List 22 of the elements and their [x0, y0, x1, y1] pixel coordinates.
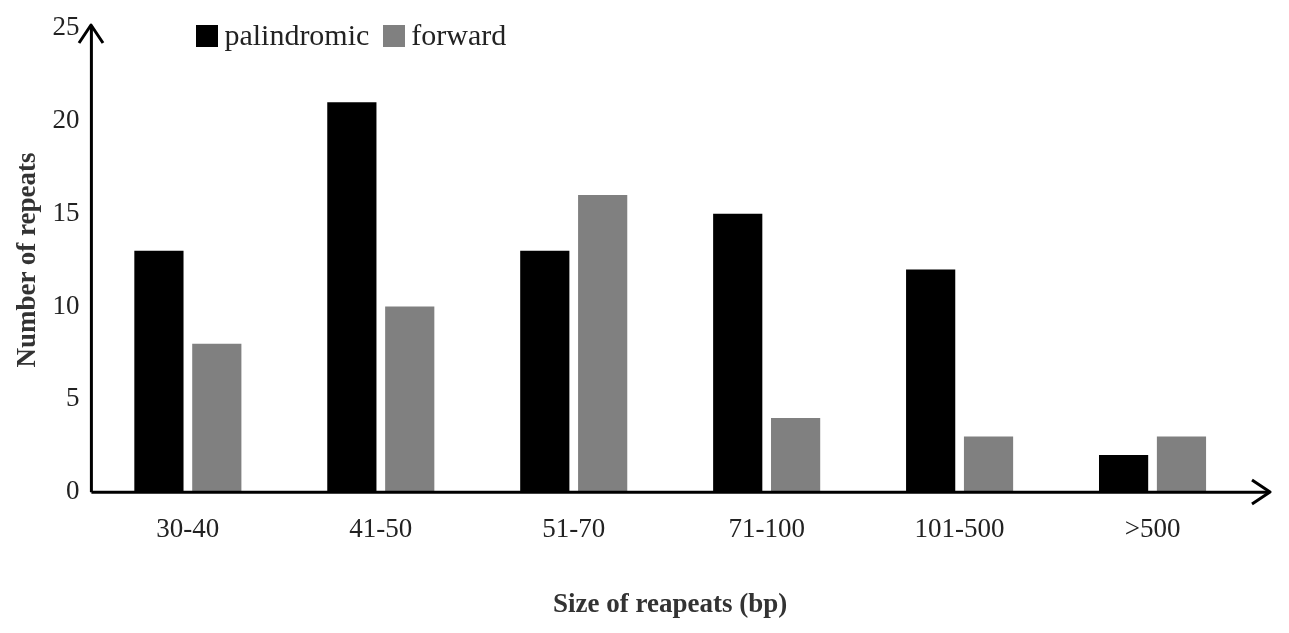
x-tick-label: 30-40: [156, 513, 220, 544]
bar: [578, 195, 628, 493]
x-tick-label: 51-70: [542, 513, 606, 544]
x-tick-label: 101-500: [914, 513, 1005, 544]
legend-label: forward: [410, 18, 507, 52]
bar: [771, 417, 821, 493]
bar: [963, 436, 1014, 493]
y-tick-label: 15: [52, 196, 80, 227]
y-tick-label: 20: [52, 103, 80, 134]
bar: [385, 306, 435, 493]
bar: [1156, 436, 1207, 493]
y-tick-label: 25: [52, 11, 80, 42]
legend-label: palindromic: [223, 18, 370, 52]
y-tick-label: 5: [65, 382, 80, 413]
y-tick-label: 10: [52, 289, 80, 320]
bar: [192, 343, 242, 493]
x-tick-label: 41-50: [349, 513, 413, 544]
x-axis-title: Size of reapeats (bp): [553, 587, 788, 618]
x-tick-label: 71-100: [728, 513, 805, 544]
y-tick-label: 0: [65, 475, 80, 506]
x-tick-label: >500: [1124, 513, 1181, 544]
y-axis-title: Number of repeats: [11, 152, 42, 368]
